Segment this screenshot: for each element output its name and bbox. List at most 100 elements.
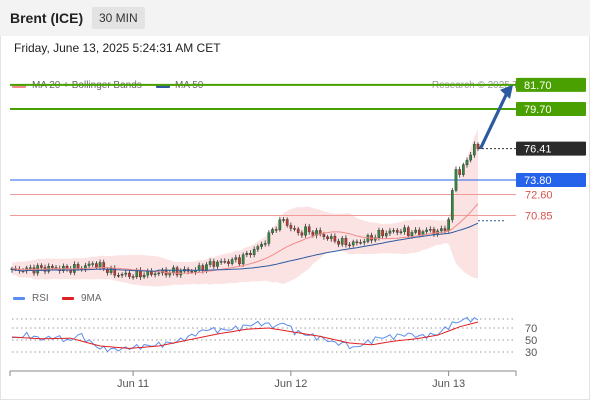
level-tag-76-41: 76.41 (524, 144, 552, 156)
candle (311, 231, 315, 236)
timeframe-button[interactable]: 30 MIN (92, 7, 145, 29)
candle (245, 253, 249, 255)
legend-swatch-9ma (62, 297, 74, 300)
candle (219, 261, 223, 263)
forecast-arrow-head (500, 84, 513, 99)
legend-swatch-ma20 (12, 84, 26, 88)
candle (249, 253, 252, 255)
candle (340, 238, 344, 245)
candle (175, 267, 179, 276)
candle (128, 272, 131, 277)
candle (234, 257, 238, 260)
candle (102, 262, 106, 270)
level-tag-73-80-bg (516, 173, 586, 188)
candle (260, 244, 263, 247)
candle (403, 227, 406, 232)
candle (241, 254, 245, 265)
rsi-tick-30: 30 (525, 347, 537, 359)
candle (454, 169, 458, 191)
candle (472, 143, 476, 156)
candle (333, 236, 337, 242)
candle (307, 226, 311, 233)
bollinger-band (12, 129, 478, 287)
candle (29, 267, 32, 269)
forecast-arrow (479, 91, 509, 150)
candle (476, 143, 480, 149)
candle (351, 241, 355, 246)
candle (98, 262, 102, 268)
candle (84, 265, 87, 270)
candle (410, 232, 414, 236)
candle (384, 233, 388, 237)
candle (76, 264, 80, 269)
candle (263, 243, 267, 245)
candle (51, 265, 54, 268)
candle (131, 276, 135, 278)
candle (153, 273, 157, 276)
candle (271, 229, 274, 233)
candle (95, 263, 98, 268)
candle (216, 261, 219, 267)
candle (428, 229, 432, 231)
candle (157, 272, 161, 275)
level-tag-81-70-bg (516, 77, 586, 92)
legend-item-9ma: 9MA (81, 293, 102, 304)
candle (256, 246, 260, 250)
candle (406, 227, 410, 236)
candle (190, 271, 194, 273)
candle (355, 241, 359, 244)
level-tag-70-85: 70.85 (525, 211, 553, 223)
candle (439, 228, 443, 232)
instrument-title: Brent (ICE) (10, 10, 84, 26)
candle (450, 190, 454, 220)
candle (124, 272, 128, 275)
candle (282, 219, 285, 221)
chart-header: Brent (ICE) 30 MIN (0, 0, 590, 36)
level-tag-79-70: 79.70 (524, 104, 552, 116)
candle (432, 229, 436, 235)
rsi-tick-50: 50 (525, 335, 537, 347)
candle (208, 261, 212, 265)
candle (293, 228, 296, 230)
candle (373, 237, 377, 241)
x-tick-label: Jun 13 (432, 378, 465, 390)
rsi-9ma-line (11, 321, 479, 349)
rsi-tick-70: 70 (525, 323, 537, 335)
level-tag-72-60: 72.60 (525, 189, 553, 201)
candle (399, 231, 403, 233)
candle (458, 169, 461, 175)
candle (300, 232, 304, 236)
candle (40, 265, 43, 268)
ma50-line (11, 222, 479, 272)
candle (274, 229, 278, 231)
level-tag-73-80: 73.80 (524, 175, 552, 187)
rsi-line (11, 316, 479, 353)
candle (87, 263, 91, 266)
candle (447, 219, 450, 231)
candle (388, 230, 392, 234)
candle (362, 241, 366, 243)
candle (227, 261, 230, 264)
candle (304, 226, 307, 236)
candle (142, 274, 146, 278)
candle (285, 219, 289, 226)
candle (278, 219, 282, 231)
legend-swatch-rsi (13, 297, 25, 300)
candle (392, 230, 395, 232)
candle (238, 257, 241, 265)
candle (337, 240, 340, 245)
level-tag-79-70-bg (516, 101, 586, 116)
candle (465, 159, 469, 165)
chart-datetime: Friday, June 13, 2025 5:24:31 AM CET (14, 41, 221, 55)
candle (197, 265, 201, 271)
candle (223, 261, 227, 263)
candle (120, 274, 124, 276)
x-tick-label: Jun 12 (274, 378, 307, 390)
candle (267, 232, 271, 244)
level-tag-76-41-bg (516, 141, 586, 156)
level-tag-81-70: 81.70 (524, 80, 552, 92)
legend-swatch-ma50 (156, 84, 170, 88)
candle (395, 230, 399, 233)
candle (461, 164, 465, 175)
